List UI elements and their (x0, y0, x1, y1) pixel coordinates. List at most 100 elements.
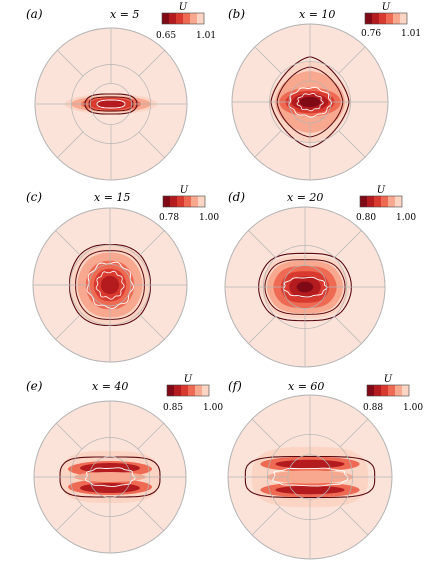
colorbar-min-label: 0.76 (361, 29, 381, 39)
colorbar-frame (166, 384, 210, 397)
colorbar-swatch (163, 196, 171, 207)
colorbar-swatch (174, 385, 182, 396)
colorbar-swatch (176, 13, 184, 24)
colorbar-swatch (198, 196, 206, 207)
colorbar-swatch (177, 196, 185, 207)
grid-spoke (138, 230, 165, 257)
colorbar-swatch (402, 385, 410, 396)
panel-label: (b) (228, 7, 245, 21)
colorbar-swatch (188, 385, 196, 396)
panel-d: (d) x = 20 U 0.80 1.00 (224, 185, 416, 368)
colorbar-max-label: 1.00 (203, 403, 223, 413)
grid-spoke (251, 506, 281, 536)
panel-label: (c) (26, 190, 42, 204)
panel-c: (c) x = 15 U 0.78 1.00 (26, 185, 219, 363)
grid-spoke (338, 46, 366, 74)
colorbar-swatch (374, 385, 382, 396)
grid-spoke (137, 423, 164, 450)
grid-spoke (339, 506, 369, 536)
field-contours (65, 93, 157, 115)
grid-spoke (137, 504, 164, 531)
colorbar-title: U (384, 374, 393, 385)
colorbar-swatch (360, 196, 368, 207)
colorbar-swatch (379, 13, 387, 24)
grid-spoke (57, 131, 84, 158)
outer-ring (227, 394, 393, 560)
contour-level (275, 485, 345, 495)
polar-plot (34, 27, 188, 181)
isoline (296, 92, 324, 112)
colorbar-swatch (395, 385, 403, 396)
panel-a: (a) x = 5 U 0.65 1.01 (26, 2, 216, 181)
colorbar-max-label: 1.00 (199, 213, 219, 223)
panel-label: (e) (26, 379, 43, 393)
panel-f: (f) x = 60 U 0.88 1.00 (227, 374, 423, 560)
colorbar-min-label: 0.65 (156, 31, 176, 41)
grid-spoke (248, 316, 276, 344)
grid-spoke (55, 313, 82, 340)
colorbar-swatch (388, 385, 396, 396)
colorbar-frame (161, 12, 205, 25)
colorbar-swatch (191, 196, 199, 207)
polar-plot (33, 400, 187, 554)
colorbar-swatch (197, 13, 205, 24)
isoline (282, 276, 328, 298)
colorbar-swatch (195, 385, 203, 396)
colorbar (166, 384, 210, 397)
colorbar-min-label: 0.78 (159, 213, 179, 223)
colorbar-swatch (388, 196, 396, 207)
panel-label: (d) (228, 190, 245, 204)
colorbar-frame (359, 195, 403, 208)
contour-level (299, 96, 321, 108)
colorbar-swatch (381, 196, 389, 207)
panel-title: x = 10 (299, 8, 335, 21)
outer-ring (33, 400, 187, 554)
isoline (96, 99, 126, 109)
panel-title: x = 40 (92, 380, 128, 393)
colorbar-swatch (162, 13, 170, 24)
colorbar-swatch (167, 385, 175, 396)
polar-plot (231, 23, 389, 181)
colorbar (161, 12, 205, 25)
grid-spoke (138, 313, 165, 340)
colorbar-swatch (381, 385, 389, 396)
polar-plot (224, 206, 386, 368)
panel-label: (a) (26, 7, 43, 21)
field-contours (59, 451, 161, 503)
panel-title: x = 60 (288, 380, 324, 393)
grid-spoke (338, 130, 366, 158)
panel-title: x = 15 (94, 191, 130, 204)
colorbar-swatch (374, 196, 382, 207)
colorbar-max-label: 1.01 (196, 31, 216, 41)
contour-level (296, 281, 314, 293)
isoline (95, 270, 125, 300)
grid-spoke (251, 418, 281, 448)
colorbar-title: U (184, 374, 193, 385)
colorbar-min-label: 0.80 (356, 213, 376, 223)
grid-spoke (56, 504, 83, 531)
contour-level (80, 483, 140, 493)
colorbar-title: U (377, 185, 386, 196)
grid-spoke (57, 50, 84, 77)
colorbar-swatch (372, 13, 380, 24)
field-contours (258, 252, 352, 322)
colorbar-swatch (181, 385, 189, 396)
colorbar-frame (366, 384, 410, 397)
panel-label: (f) (228, 379, 242, 393)
colorbar-swatch (184, 196, 192, 207)
colorbar-swatch (393, 13, 401, 24)
grid-spoke (254, 46, 282, 74)
colorbar (364, 12, 408, 25)
colorbar-title: U (180, 185, 189, 196)
grid-spoke (138, 131, 165, 158)
field-contours (68, 243, 152, 327)
panel-title: x = 5 (110, 8, 139, 21)
contour-level (100, 275, 120, 295)
colorbar (359, 195, 403, 208)
grid-spoke (56, 423, 83, 450)
colorbar-swatch (202, 385, 210, 396)
colorbar-max-label: 1.01 (401, 29, 421, 39)
contour-level (74, 472, 146, 482)
panel-b: (b) x = 10 U 0.76 1.01 (228, 2, 421, 181)
panel-title: x = 20 (287, 191, 323, 204)
